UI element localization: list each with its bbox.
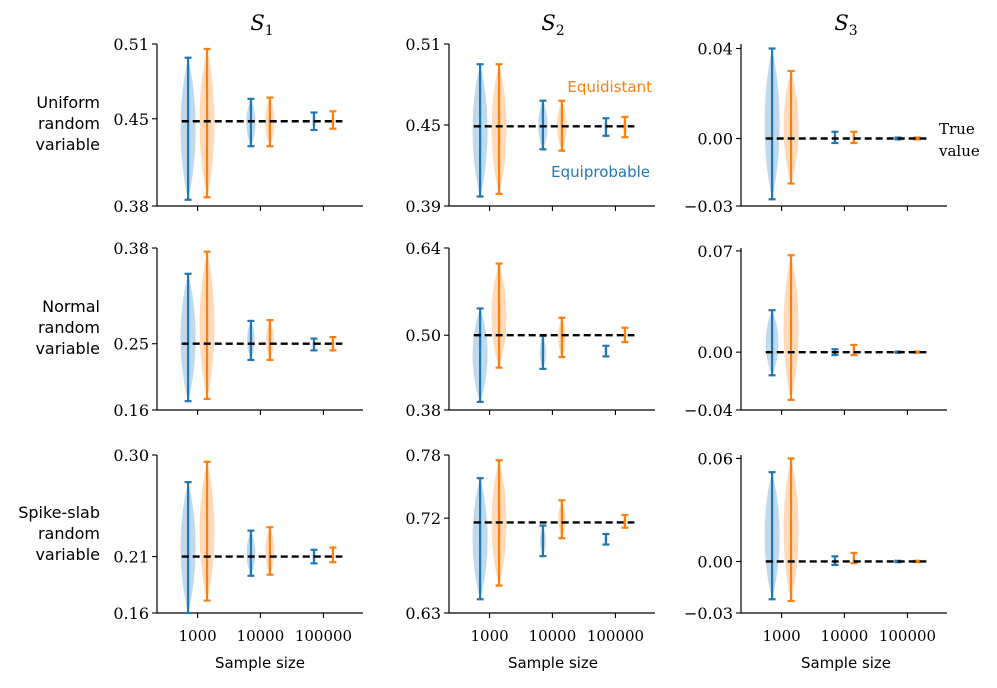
panel-r1-c2: 0.51 0.45 0.39 bbox=[405, 35, 655, 216]
y-tick-label: 0.45 bbox=[405, 116, 441, 135]
svg-text:Spike-slab: Spike-slab bbox=[18, 503, 100, 522]
column-title-1: S1 bbox=[250, 11, 273, 39]
panel-r1-c1: 0.51 0.45 0.38 bbox=[113, 35, 363, 216]
x-axis-label-col3: Sample size bbox=[801, 654, 891, 672]
y-tick-label: 0.00 bbox=[697, 343, 733, 362]
y-tick-label: 0.21 bbox=[113, 548, 149, 567]
y-tick-label: 0.78 bbox=[405, 446, 441, 465]
svg-text:Uniform: Uniform bbox=[36, 93, 100, 112]
panels: 0.51 0.45 0.38 0.51 0.45 0.39 0.04 0.00 −0.03 0.3… bbox=[113, 35, 947, 645]
svg-text:random: random bbox=[38, 318, 100, 337]
svg-text:variable: variable bbox=[35, 545, 100, 564]
column-title-3: S3 bbox=[834, 11, 857, 39]
x-tick-label: 100000 bbox=[879, 627, 936, 645]
panel-r2-c1: 0.38 0.25 0.16 bbox=[113, 239, 363, 420]
y-tick-label: 0.64 bbox=[405, 239, 441, 258]
y-tick-label: 0.00 bbox=[697, 130, 733, 149]
y-tick-label: 0.38 bbox=[113, 197, 149, 216]
x-tick-label: 1000 bbox=[178, 627, 216, 645]
x-tick-label: 10000 bbox=[821, 627, 869, 645]
y-tick-label: −0.04 bbox=[684, 401, 733, 420]
svg-text:random: random bbox=[38, 114, 100, 133]
y-tick-label: 0.51 bbox=[405, 35, 441, 54]
svg-text:Normal: Normal bbox=[42, 297, 100, 316]
panel-r3-c2: 0.78 0.72 0.63 1000 10000 100000 bbox=[405, 446, 655, 645]
svg-text:variable: variable bbox=[35, 339, 100, 358]
x-axis-label-col2: Sample size bbox=[508, 654, 598, 672]
y-tick-label: 0.30 bbox=[113, 446, 149, 465]
y-tick-label: 0.06 bbox=[697, 449, 733, 468]
x-axis-label-col1: Sample size bbox=[215, 654, 305, 672]
y-tick-label: 0.38 bbox=[405, 401, 441, 420]
y-tick-label: 0.72 bbox=[405, 509, 441, 528]
y-tick-label: 0.25 bbox=[113, 335, 149, 354]
panel-r3-c3: 0.06 0.00 −0.03 1000 10000 100000 bbox=[684, 449, 947, 645]
x-tick-label: 100000 bbox=[587, 627, 644, 645]
row-label-normal: Normal random variable bbox=[35, 297, 100, 358]
panel-r2-c2: 0.64 0.50 0.38 bbox=[405, 239, 655, 420]
y-tick-label: 0.16 bbox=[113, 401, 149, 420]
y-tick-label: 0.00 bbox=[697, 552, 733, 571]
y-tick-label: 0.39 bbox=[405, 197, 441, 216]
column-title-2: S2 bbox=[541, 11, 564, 39]
y-tick-label: −0.03 bbox=[684, 604, 733, 623]
svg-text:random: random bbox=[38, 524, 100, 543]
row-label-spike-slab: Spike-slab random variable bbox=[18, 503, 100, 564]
y-tick-label: 0.04 bbox=[697, 40, 733, 59]
y-tick-label: 0.38 bbox=[113, 239, 149, 258]
y-tick-label: −0.03 bbox=[684, 197, 733, 216]
y-tick-label: 0.63 bbox=[405, 604, 441, 623]
y-tick-label: 0.51 bbox=[113, 35, 149, 54]
legend-equiprobable: Equiprobable bbox=[551, 163, 650, 181]
x-tick-label: 10000 bbox=[529, 627, 577, 645]
y-tick-label: 0.50 bbox=[405, 326, 441, 345]
y-tick-label: 0.07 bbox=[697, 242, 733, 261]
true-value-label: True value bbox=[938, 120, 980, 160]
x-tick-label: 100000 bbox=[295, 627, 352, 645]
x-tick-label: 1000 bbox=[470, 627, 508, 645]
svg-text:variable: variable bbox=[35, 135, 100, 154]
y-tick-label: 0.45 bbox=[113, 110, 149, 129]
panel-r2-c3: 0.07 0.00 −0.04 bbox=[684, 242, 947, 420]
legend-equidistant: Equidistant bbox=[567, 78, 652, 96]
panel-r3-c1: 0.30 0.21 0.16 1000 10000 100000 bbox=[113, 446, 363, 645]
x-tick-label: 1000 bbox=[762, 627, 800, 645]
panel-r1-c3: 0.04 0.00 −0.03 bbox=[684, 40, 947, 216]
row-label-uniform: Uniform random variable bbox=[35, 93, 100, 154]
x-tick-label: 10000 bbox=[237, 627, 285, 645]
y-tick-label: 0.16 bbox=[113, 604, 149, 623]
